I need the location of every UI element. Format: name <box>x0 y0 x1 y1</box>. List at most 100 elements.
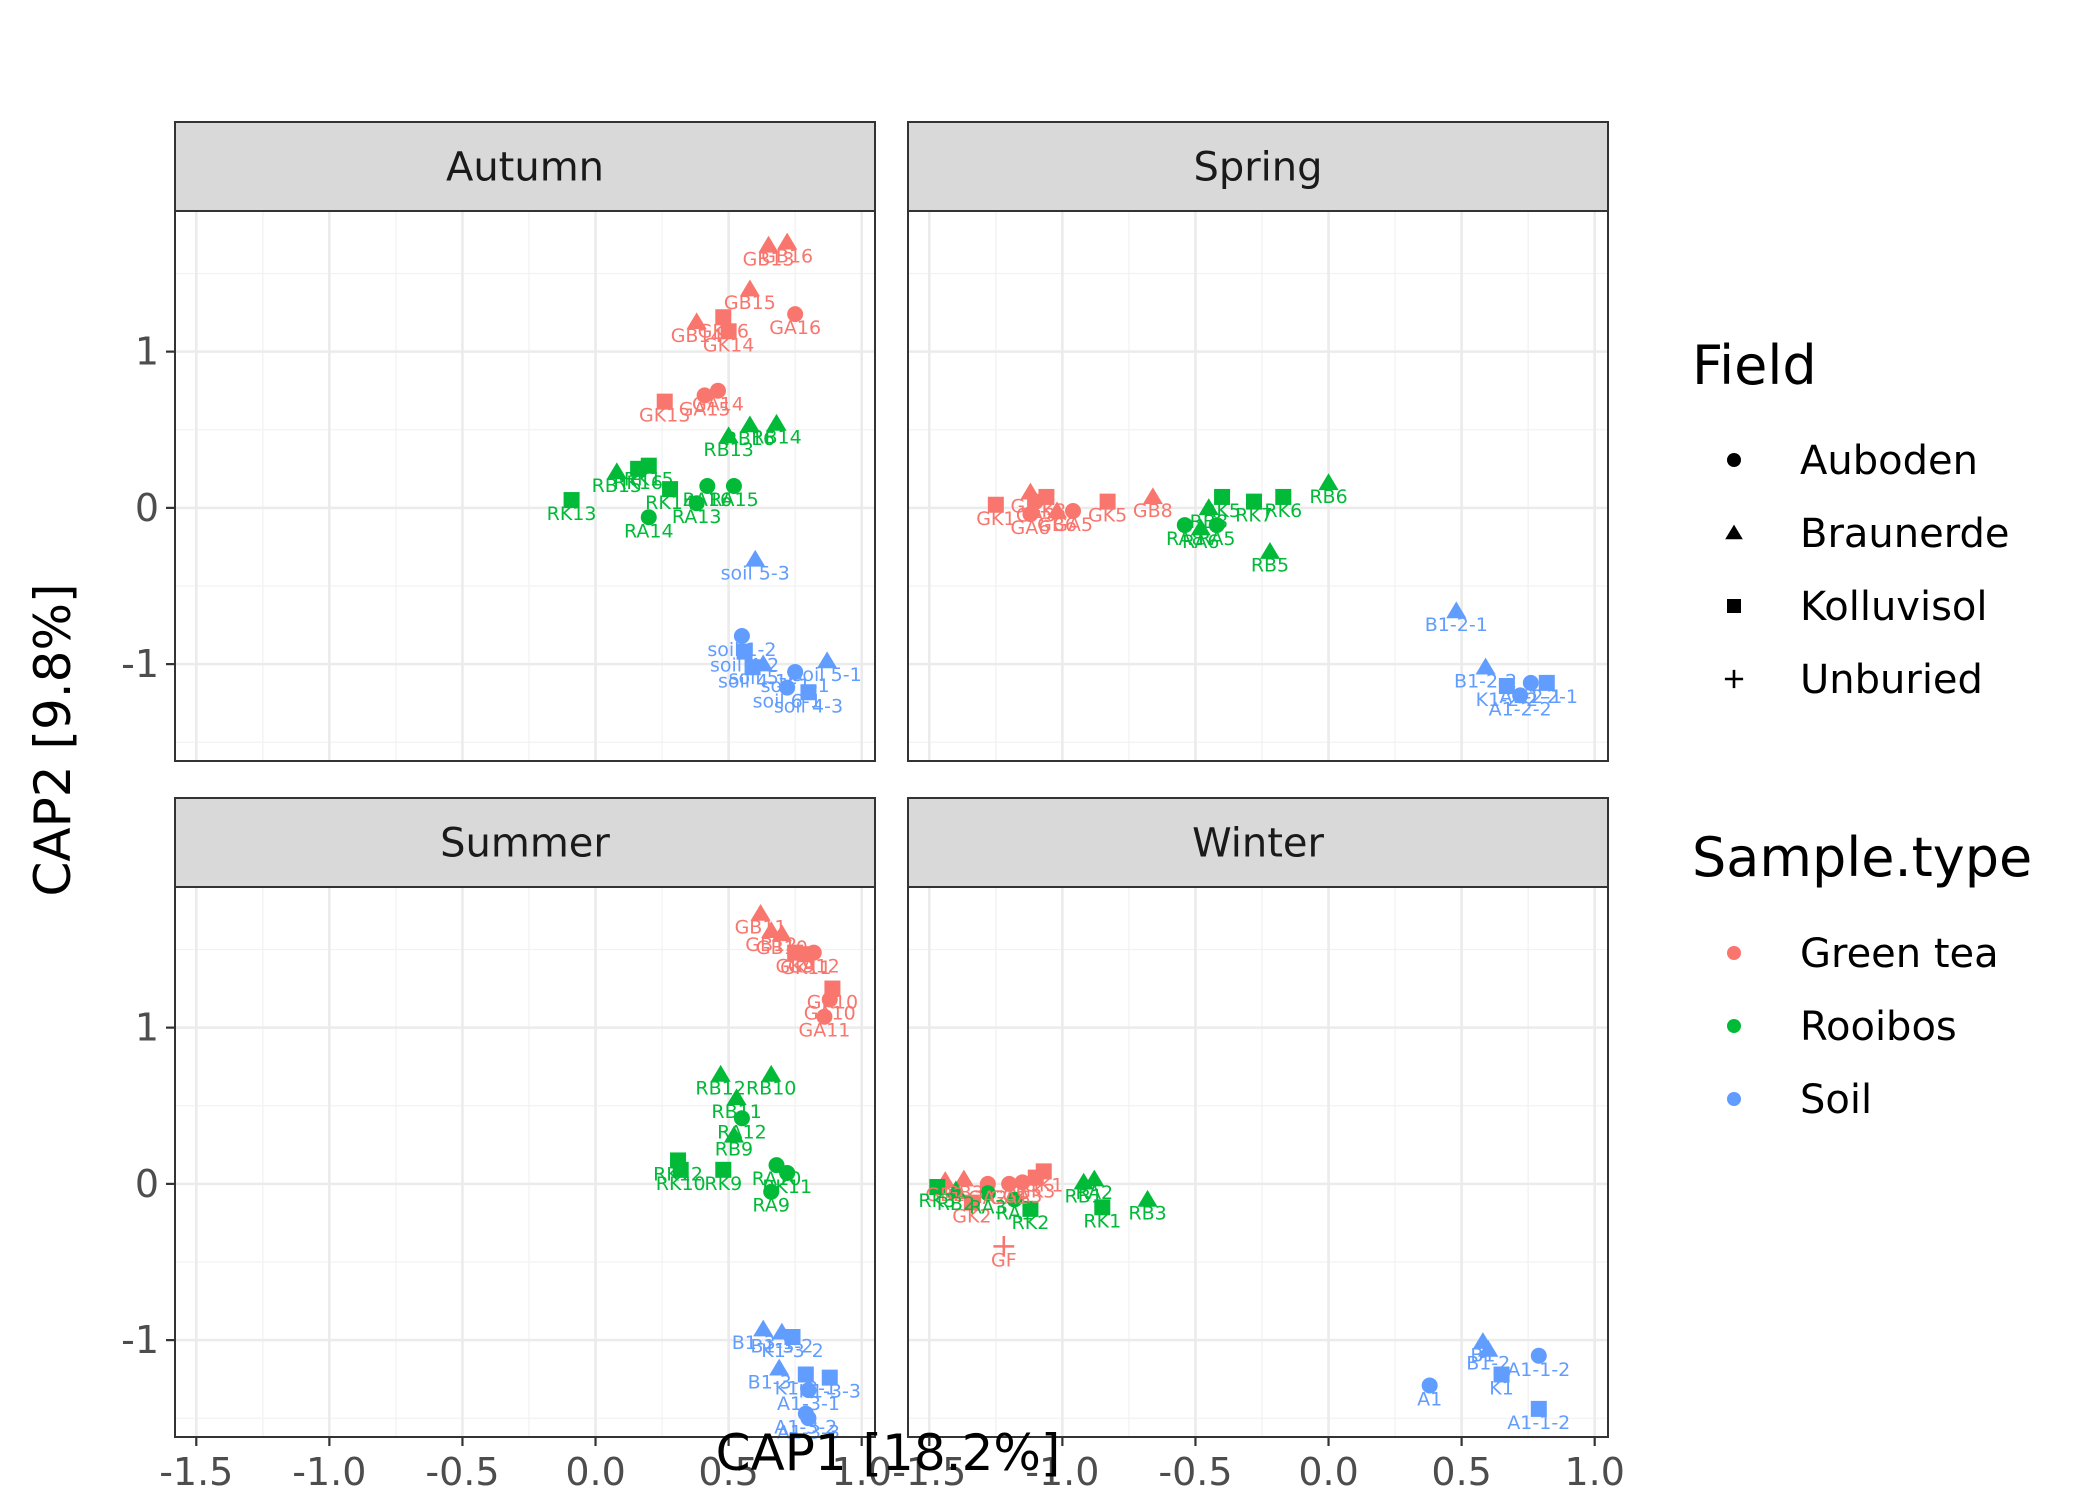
point-label-soil-5-1: soil 5-1 <box>793 664 862 686</box>
panel-border <box>174 210 876 762</box>
data-point-gb8 <box>1142 487 1163 505</box>
data-point-b1-2-2 <box>1475 657 1496 675</box>
data-point-rb5 <box>1259 542 1281 559</box>
data-point-ga14 <box>709 382 726 399</box>
legend-item-auboden: Auboden <box>1727 438 1978 484</box>
data-point-gb16 <box>777 232 798 250</box>
data-point-gk11 <box>797 946 814 963</box>
point-label-ra6: RA6 <box>1182 531 1220 553</box>
data-point-rb11 <box>726 1088 747 1106</box>
legend-sample-type-entries: Green tea Rooibos Soil <box>1727 931 1999 1123</box>
x-tick-label: 0.5 <box>698 1450 758 1494</box>
legend: Field Auboden Braunerde Kolluvisol Unburied… <box>1692 334 2032 1123</box>
legend-label-kolluvisol: Kolluvisol <box>1800 584 1988 630</box>
point-label-rb11: RB11 <box>711 1101 761 1123</box>
point-label-ra2: RA2 <box>1076 1182 1114 1204</box>
point-label-ga3: GA3 <box>1003 1185 1043 1207</box>
panel-grid <box>908 211 1608 761</box>
point-label-rb15: RB15 <box>592 475 642 497</box>
data-point-a1-1-2 <box>1530 1400 1547 1417</box>
data-point-ra12 <box>733 1110 750 1127</box>
point-label-b1: B1 <box>1470 1345 1495 1367</box>
point-label-rb8: RB8 <box>1190 511 1228 533</box>
data-point-soil-1-1 <box>787 663 804 680</box>
facet-strip-label: Winter <box>1192 821 1324 867</box>
panel-grid <box>175 211 875 761</box>
point-label-ra8: RA8 <box>1166 528 1204 550</box>
facet-strip <box>907 121 1609 212</box>
point-label-ga2: GA2 <box>968 1187 1008 1209</box>
y-axis-title: CAP2 [9.8%] <box>24 583 82 896</box>
legend-label-rooibos: Rooibos <box>1800 1004 1957 1050</box>
data-point-rb12 <box>710 1064 731 1082</box>
data-point-rb9 <box>723 1125 745 1143</box>
point-label-soil-1-2: soil 1-2 <box>707 639 776 661</box>
panel-border <box>174 886 876 1438</box>
point-label-k1: K1 <box>1489 1378 1514 1400</box>
point-label-b1-3-2: B1-3-2 <box>750 1335 813 1357</box>
data-point-ra8 <box>1176 517 1193 534</box>
point-label-gb13: GB13 <box>743 248 795 270</box>
data-point-ra6 <box>1190 518 1211 536</box>
data-point-ra2 <box>1084 1169 1105 1187</box>
point-label-rk3: RK3 <box>918 1190 956 1212</box>
data-point-ra1 <box>1006 1191 1023 1208</box>
facet-winter: WinterGB2GB3GA2GA1GA3GK3GK1GK2GFRK3RB2RA… <box>892 797 1625 1494</box>
point-label-a1-2-2: A1-2-2 <box>1489 698 1552 720</box>
axis-titles: CAP1 [18.2%] CAP2 [9.8%] <box>24 583 1060 1482</box>
legend-title-sample-type: Sample.type <box>1692 826 2032 889</box>
point-label-rk2: RK2 <box>1012 1212 1050 1234</box>
point-label-ga6: GA6 <box>1011 517 1051 539</box>
data-point-k1-3-3 <box>821 1369 838 1386</box>
facet-strip <box>907 797 1609 888</box>
data-point-gb14 <box>686 312 707 330</box>
point-label-ga11: GA11 <box>798 1020 850 1042</box>
point-label-gk10: GK10 <box>807 992 858 1014</box>
point-label-ra9: RA9 <box>752 1195 790 1217</box>
point-label-k1-2-1: K1-2-1 <box>1516 686 1578 708</box>
x-tick-label: -0.5 <box>425 1450 499 1494</box>
data-point-ra9 <box>763 1183 780 1200</box>
x-tick-label: -1.0 <box>292 1450 366 1494</box>
x-tick-label: -1.5 <box>892 1450 966 1494</box>
data-point-ga11 <box>816 1008 833 1025</box>
legend-item-rooibos: Rooibos <box>1727 1004 1957 1050</box>
data-point-rb2 <box>945 1180 966 1198</box>
data-point-soil-4-2 <box>736 643 753 660</box>
point-label-ra16: RA16 <box>683 489 733 511</box>
data-point-rk14 <box>662 481 679 498</box>
point-label-rk7: RK7 <box>1235 505 1273 527</box>
data-point-soil-5-1 <box>817 651 838 669</box>
point-label-gb11: GB11 <box>735 917 787 939</box>
data-point-k1 <box>1493 1366 1510 1383</box>
point-label-a1-3-2: A1-3-2 <box>774 1417 837 1439</box>
point-label-rb14: RB14 <box>751 427 801 449</box>
point-label-k1-3-2: K1-3-2 <box>761 1340 823 1362</box>
data-point-rb8 <box>1198 498 1219 516</box>
facet-strip <box>174 121 876 212</box>
legend-title-field: Field <box>1692 334 1817 397</box>
data-point-ga6 <box>1022 506 1039 523</box>
point-label-gk14: GK14 <box>703 334 754 356</box>
data-point-gk1 <box>987 496 1004 513</box>
legend-label-auboden: Auboden <box>1800 438 1978 484</box>
data-point-gk16 <box>715 309 732 326</box>
data-point-ra13 <box>688 495 705 512</box>
point-label-ra12: RA12 <box>717 1121 767 1143</box>
point-label-rb9: RB9 <box>715 1138 753 1160</box>
point-label-k1-3-1: K1-3-1 <box>775 1378 837 1400</box>
panel-border <box>907 210 1609 762</box>
point-label-ra14: RA14 <box>624 520 674 542</box>
data-point-k1-2-2 <box>1498 678 1515 694</box>
data-point-ga15 <box>696 387 713 404</box>
data-point-a1-1-2 <box>1530 1347 1547 1364</box>
point-label-a1-1-2: A1-1-2 <box>1507 1412 1570 1434</box>
point-label-ra10: RA10 <box>752 1168 802 1190</box>
data-point-gb15 <box>739 279 760 297</box>
